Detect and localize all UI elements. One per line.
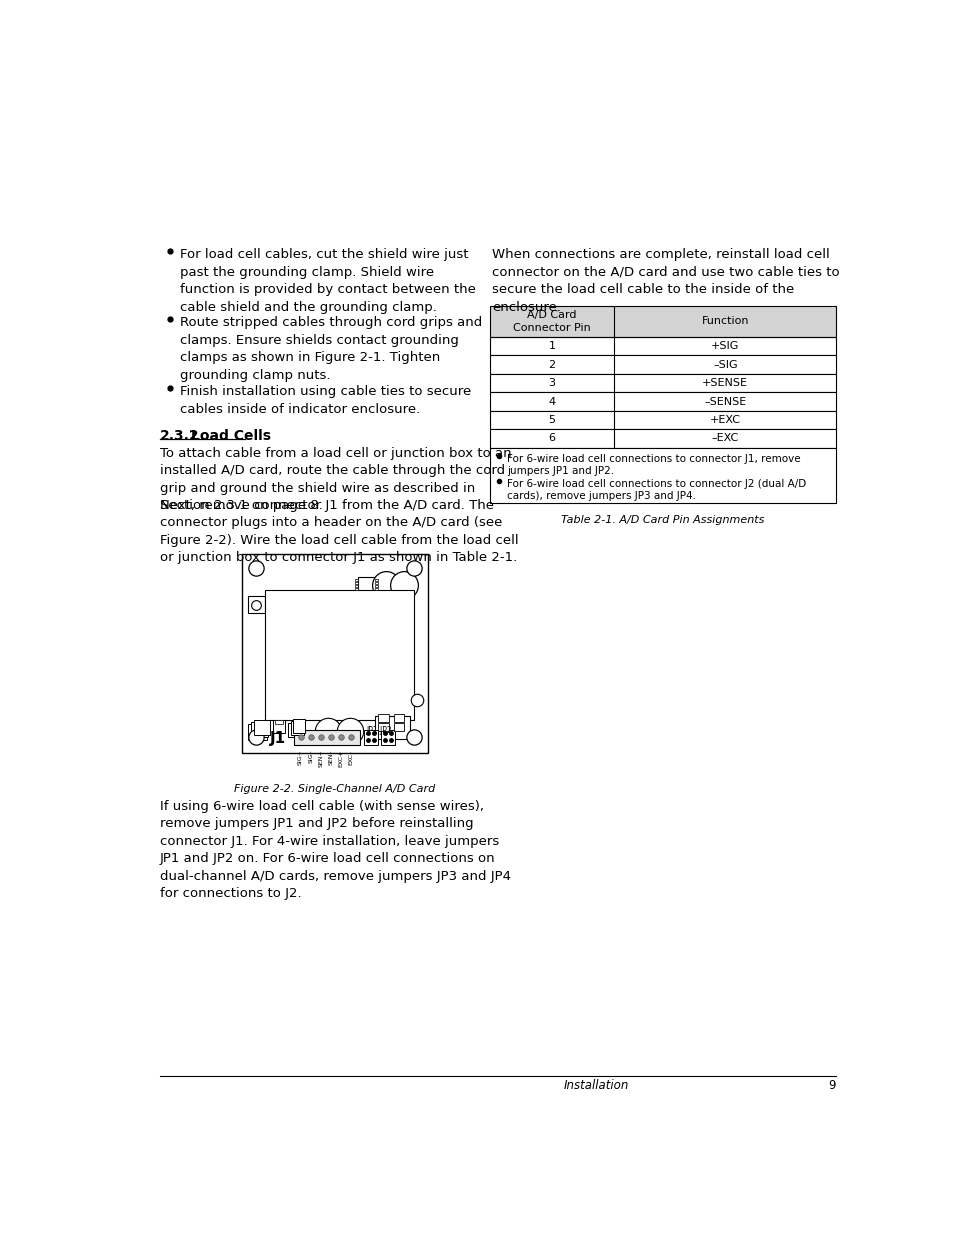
Text: J1: J1	[270, 731, 286, 746]
Text: For load cell cables, cut the shield wire just
past the grounding clamp. Shield : For load cell cables, cut the shield wir…	[179, 248, 476, 314]
Text: For 6-wire load cell connections to connector J2 (dual A/D
cards), remove jumper: For 6-wire load cell connections to conn…	[506, 478, 805, 501]
Text: SEN+: SEN+	[318, 750, 323, 767]
Text: SEN–: SEN–	[328, 750, 333, 766]
Text: +EXC: +EXC	[709, 415, 740, 425]
Bar	[394, 724, 404, 731]
Bar	[248, 724, 266, 740]
Bar	[375, 582, 377, 584]
Bar	[377, 714, 389, 721]
Bar	[355, 579, 357, 580]
Bar	[291, 721, 304, 735]
Bar	[293, 719, 305, 732]
Bar	[274, 720, 282, 724]
Bar	[288, 724, 303, 737]
Bar	[489, 411, 835, 430]
Bar	[253, 720, 270, 735]
Bar	[489, 306, 835, 337]
Bar	[241, 555, 427, 752]
Text: –EXC: –EXC	[711, 433, 739, 443]
Text: SIG–: SIG–	[308, 750, 313, 763]
Bar	[489, 356, 835, 374]
Bar	[489, 337, 835, 356]
Bar	[355, 585, 357, 587]
Text: +SENSE: +SENSE	[701, 378, 747, 388]
Bar	[251, 721, 268, 737]
Bar	[294, 730, 360, 745]
Text: Route stripped cables through cord grips and
clamps. Ensure shields contact grou: Route stripped cables through cord grips…	[179, 316, 481, 382]
Text: Figure 2-2. Single-Channel A/D Card: Figure 2-2. Single-Channel A/D Card	[233, 784, 435, 794]
Bar	[377, 724, 389, 731]
Text: 5: 5	[548, 415, 555, 425]
Text: To attach cable from a load cell or junction box to an
installed A/D card, route: To attach cable from a load cell or junc…	[159, 447, 511, 513]
Bar	[265, 590, 414, 720]
Text: –SIG: –SIG	[712, 359, 737, 369]
Bar	[489, 430, 835, 448]
Bar	[364, 730, 377, 745]
Bar	[375, 579, 377, 580]
Text: –SENSE: –SENSE	[703, 396, 745, 406]
Bar	[489, 306, 835, 337]
Text: JP1 JP2: JP1 JP2	[367, 726, 392, 736]
Text: 1: 1	[548, 341, 555, 351]
Text: Table 2-1. A/D Card Pin Assignments: Table 2-1. A/D Card Pin Assignments	[560, 515, 763, 525]
Text: 9: 9	[828, 1079, 835, 1092]
Bar	[375, 585, 377, 587]
Text: 4: 4	[548, 396, 555, 406]
Bar	[355, 582, 357, 584]
Text: 6: 6	[548, 433, 555, 443]
Text: EXC+: EXC+	[338, 750, 343, 767]
Text: 3: 3	[548, 378, 555, 388]
Bar	[357, 577, 375, 592]
Text: EXC–: EXC–	[348, 750, 354, 764]
Text: A/D Card
Connector Pin: A/D Card Connector Pin	[513, 310, 590, 332]
Text: 2.3.2: 2.3.2	[159, 430, 199, 443]
Bar	[394, 714, 404, 721]
Bar	[489, 393, 835, 411]
Text: For 6-wire load cell connections to connector J1, remove
jumpers JP1 and JP2.: For 6-wire load cell connections to conn…	[506, 454, 800, 477]
Bar	[375, 588, 377, 590]
Bar	[273, 720, 285, 734]
Text: When connections are complete, reinstall load cell
connector on the A/D card and: When connections are complete, reinstall…	[492, 248, 839, 314]
Text: Function: Function	[700, 316, 748, 326]
Bar	[381, 730, 395, 745]
Bar	[355, 588, 357, 590]
Bar	[489, 448, 835, 503]
Text: Next, remove connector J1 from the A/D card. The
connector plugs into a header o: Next, remove connector J1 from the A/D c…	[159, 499, 517, 564]
Text: Finish installation using cable ties to secure
cables inside of indicator enclos: Finish installation using cable ties to …	[179, 385, 471, 416]
Text: 2: 2	[548, 359, 555, 369]
Text: Installation: Installation	[563, 1079, 628, 1092]
Text: If using 6-wire load cell cable (with sense wires),
remove jumpers JP1 and JP2 b: If using 6-wire load cell cable (with se…	[159, 799, 510, 900]
Bar	[489, 374, 835, 393]
Bar	[248, 597, 265, 614]
Text: SIG+: SIG+	[297, 750, 303, 766]
Text: Load Cells: Load Cells	[191, 430, 271, 443]
Bar	[375, 716, 410, 739]
Text: +SIG: +SIG	[710, 341, 739, 351]
